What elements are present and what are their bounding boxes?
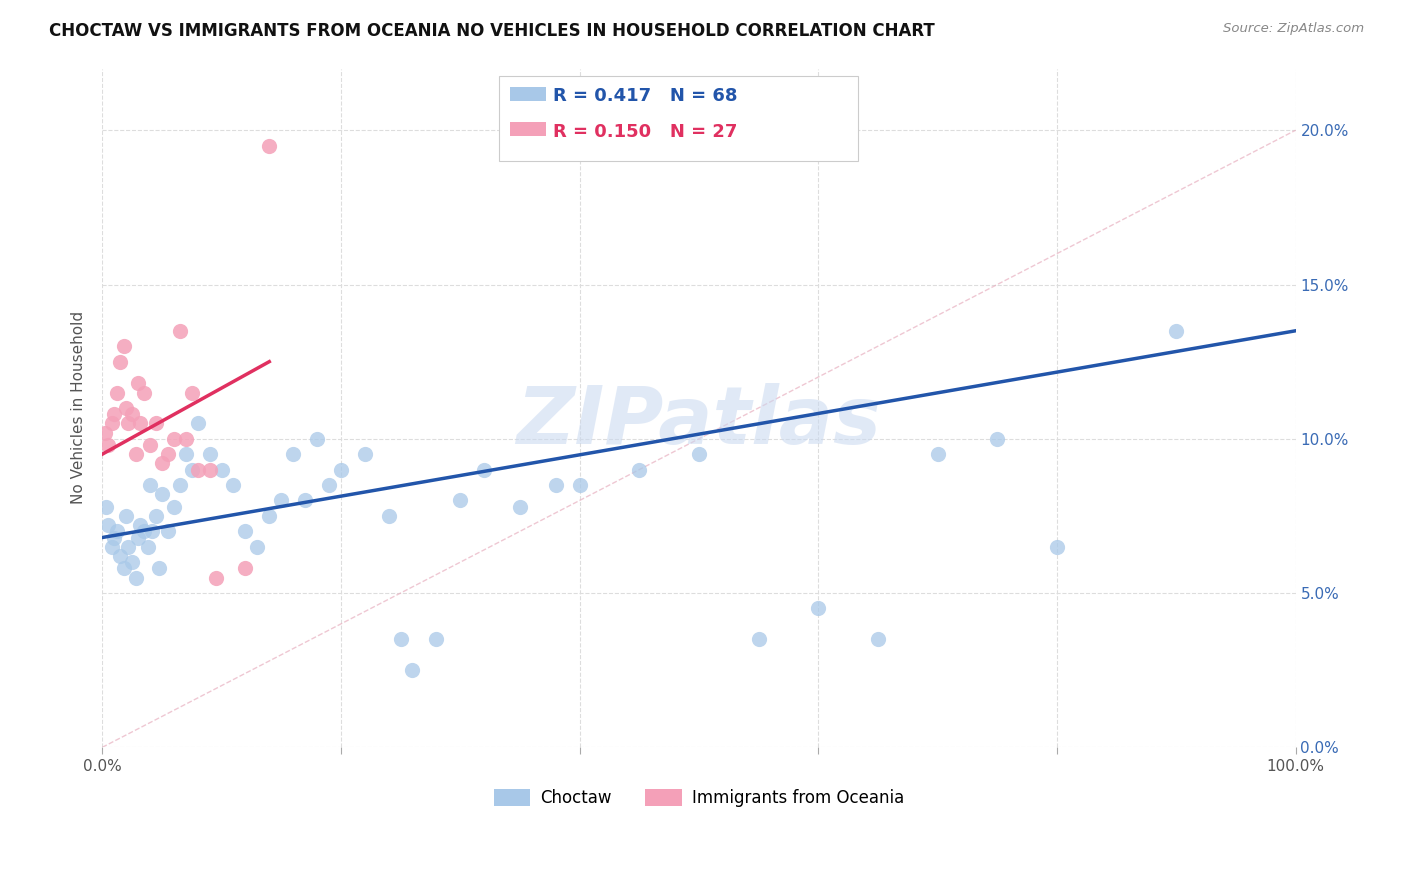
Point [169, 324, 191, 338]
Text: R = 0.150   N = 27: R = 0.150 N = 27 [553, 123, 737, 141]
Point [472, 463, 495, 477]
Point [145, 508, 167, 523]
Point [748, 632, 770, 647]
Point [94, 500, 117, 514]
Point [927, 447, 949, 461]
Point [568, 478, 591, 492]
Point [353, 447, 375, 461]
Point [204, 571, 226, 585]
Point [112, 339, 135, 353]
Point [127, 531, 149, 545]
Point [129, 417, 152, 431]
Point [283, 447, 305, 461]
Point [187, 417, 209, 431]
Point [180, 385, 202, 400]
Point [294, 493, 316, 508]
Point [401, 663, 423, 677]
Point [163, 432, 186, 446]
Text: ZIPatlas: ZIPatlas [516, 383, 882, 460]
Point [198, 447, 221, 461]
Point [198, 463, 221, 477]
Point [148, 561, 170, 575]
Point [329, 463, 352, 477]
Point [121, 555, 143, 569]
Point [103, 407, 125, 421]
Point [139, 438, 162, 452]
Point [100, 417, 122, 431]
Point [449, 493, 471, 508]
Point [132, 524, 155, 539]
Point [259, 138, 281, 153]
Point [97, 438, 120, 452]
Point [127, 376, 149, 391]
Point [211, 463, 233, 477]
Point [115, 508, 138, 523]
Point [807, 601, 830, 615]
Point [688, 447, 710, 461]
Point [318, 478, 340, 492]
Point [1166, 324, 1188, 338]
Point [180, 463, 202, 477]
Point [108, 354, 131, 368]
Point [425, 632, 447, 647]
Point [187, 463, 209, 477]
Point [100, 540, 122, 554]
Point [103, 531, 125, 545]
Point [139, 478, 162, 492]
Point [222, 478, 245, 492]
Point [132, 385, 155, 400]
Point [377, 508, 399, 523]
Point [115, 401, 138, 415]
Point [156, 524, 179, 539]
Point [124, 447, 146, 461]
Point [105, 524, 128, 539]
Point [108, 549, 131, 563]
Legend: Choctaw, Immigrants from Oceania: Choctaw, Immigrants from Oceania [486, 782, 911, 814]
Point [259, 508, 281, 523]
Point [136, 540, 159, 554]
Point [121, 407, 143, 421]
Text: Source: ZipAtlas.com: Source: ZipAtlas.com [1223, 22, 1364, 36]
Point [174, 447, 197, 461]
Point [174, 432, 197, 446]
Point [117, 540, 139, 554]
Text: R = 0.417   N = 68: R = 0.417 N = 68 [553, 87, 737, 105]
Point [866, 632, 889, 647]
Point [246, 540, 269, 554]
Point [141, 524, 163, 539]
Point [1046, 540, 1069, 554]
Point [544, 478, 567, 492]
Point [235, 524, 257, 539]
Point [93, 425, 115, 440]
Y-axis label: No Vehicles in Household: No Vehicles in Household [72, 311, 86, 505]
Point [235, 561, 257, 575]
Text: CHOCTAW VS IMMIGRANTS FROM OCEANIA NO VEHICLES IN HOUSEHOLD CORRELATION CHART: CHOCTAW VS IMMIGRANTS FROM OCEANIA NO VE… [49, 22, 935, 40]
Point [117, 417, 139, 431]
Point [163, 500, 186, 514]
Point [628, 463, 651, 477]
Point [129, 518, 152, 533]
Point [112, 561, 135, 575]
Point [145, 417, 167, 431]
Point [105, 385, 128, 400]
Point [270, 493, 292, 508]
Point [150, 487, 173, 501]
Point [389, 632, 412, 647]
Point [156, 447, 179, 461]
Point [509, 500, 531, 514]
Point [169, 478, 191, 492]
Point [97, 518, 120, 533]
Point [305, 432, 328, 446]
Point [150, 457, 173, 471]
Point [124, 571, 146, 585]
Point [986, 432, 1008, 446]
